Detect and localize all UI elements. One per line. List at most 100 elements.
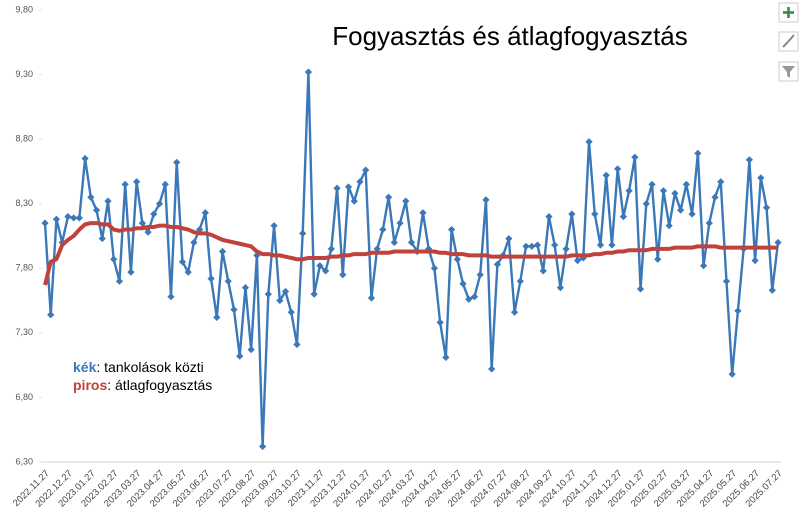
data-point bbox=[625, 187, 633, 195]
data-point bbox=[551, 241, 559, 249]
data-point bbox=[316, 262, 324, 270]
data-point bbox=[528, 242, 536, 250]
data-point bbox=[356, 178, 364, 186]
legend-entry: piros: átlagfogyasztás bbox=[73, 377, 212, 393]
data-point bbox=[402, 197, 410, 205]
y-tick-label: 7,30 bbox=[15, 327, 33, 337]
data-point bbox=[717, 178, 725, 186]
data-point bbox=[619, 213, 627, 221]
data-point bbox=[299, 229, 307, 238]
data-point bbox=[699, 262, 708, 270]
chart-buttons[interactable] bbox=[778, 2, 799, 82]
data-point bbox=[476, 271, 484, 279]
data-point bbox=[459, 280, 467, 288]
data-point bbox=[453, 255, 461, 263]
data-point bbox=[327, 245, 335, 253]
data-point bbox=[442, 353, 450, 361]
data-point bbox=[184, 268, 192, 276]
data-point bbox=[688, 210, 696, 218]
data-point bbox=[287, 308, 295, 316]
data-point bbox=[608, 241, 616, 249]
data-point bbox=[585, 138, 593, 146]
y-tick-label: 6,30 bbox=[15, 456, 33, 466]
legend: kék: tankolások közti piros: átlagfogyasz… bbox=[73, 359, 212, 393]
data-point bbox=[127, 268, 135, 276]
data-point bbox=[161, 180, 169, 188]
data-point bbox=[373, 245, 381, 253]
data-point bbox=[150, 210, 158, 218]
data-point bbox=[568, 210, 576, 218]
data-point bbox=[757, 174, 765, 182]
data-point bbox=[722, 277, 731, 285]
data-point bbox=[304, 68, 313, 76]
data-point bbox=[419, 209, 427, 217]
data-point bbox=[591, 210, 599, 218]
data-point bbox=[430, 264, 439, 272]
legend-text: : átlagfogyasztás bbox=[107, 377, 212, 393]
data-point bbox=[98, 234, 106, 243]
y-tick-label: 8,30 bbox=[15, 198, 33, 208]
data-point bbox=[362, 166, 370, 174]
plus-icon bbox=[783, 7, 794, 18]
data-point bbox=[768, 286, 776, 294]
data-point bbox=[167, 293, 175, 301]
data-point bbox=[104, 197, 112, 205]
data-point bbox=[247, 346, 255, 354]
data-point bbox=[390, 238, 398, 247]
data-point bbox=[614, 165, 622, 173]
data-point bbox=[516, 277, 524, 285]
data-point bbox=[218, 247, 227, 256]
data-point bbox=[52, 215, 61, 223]
data-point bbox=[350, 197, 358, 205]
data-point bbox=[654, 255, 662, 263]
data-point bbox=[762, 203, 771, 212]
y-tick-label: 9,80 bbox=[15, 4, 33, 14]
data-point bbox=[545, 213, 553, 221]
series-1 bbox=[43, 221, 778, 286]
data-point bbox=[774, 238, 782, 247]
data-point bbox=[115, 277, 124, 285]
data-point bbox=[92, 206, 101, 214]
data-point bbox=[533, 241, 542, 249]
filter-icon bbox=[782, 66, 795, 78]
data-point bbox=[75, 214, 83, 222]
data-point bbox=[344, 183, 353, 191]
data-point bbox=[81, 154, 89, 163]
y-tick-label: 9,30 bbox=[15, 69, 33, 79]
data-point bbox=[144, 228, 152, 236]
data-point bbox=[539, 267, 547, 275]
data-point bbox=[711, 193, 719, 201]
data-point bbox=[367, 294, 376, 302]
data-point bbox=[573, 256, 582, 265]
data-point bbox=[259, 442, 267, 451]
data-point bbox=[694, 149, 702, 157]
data-point bbox=[631, 153, 639, 161]
data-point bbox=[87, 193, 95, 201]
y-tick-label: 6,80 bbox=[15, 392, 33, 402]
data-point bbox=[155, 200, 164, 208]
data-point bbox=[201, 209, 209, 217]
data-point bbox=[436, 318, 444, 327]
data-point bbox=[110, 255, 118, 263]
data-point bbox=[213, 313, 221, 321]
data-point bbox=[734, 307, 742, 315]
data-point bbox=[264, 290, 272, 298]
data-point bbox=[642, 200, 650, 208]
data-point bbox=[310, 290, 318, 298]
data-point bbox=[488, 365, 496, 373]
data-point bbox=[230, 306, 238, 314]
data-point bbox=[745, 156, 753, 164]
data-point bbox=[396, 219, 404, 227]
data-point bbox=[562, 245, 570, 253]
data-point bbox=[339, 271, 347, 279]
y-tick-label: 7,80 bbox=[15, 263, 33, 273]
data-point bbox=[493, 260, 501, 269]
data-point bbox=[333, 184, 341, 192]
data-point bbox=[602, 171, 610, 179]
data-point bbox=[677, 206, 685, 214]
data-point bbox=[224, 277, 232, 285]
data-point bbox=[236, 352, 244, 360]
data-point bbox=[705, 219, 713, 227]
